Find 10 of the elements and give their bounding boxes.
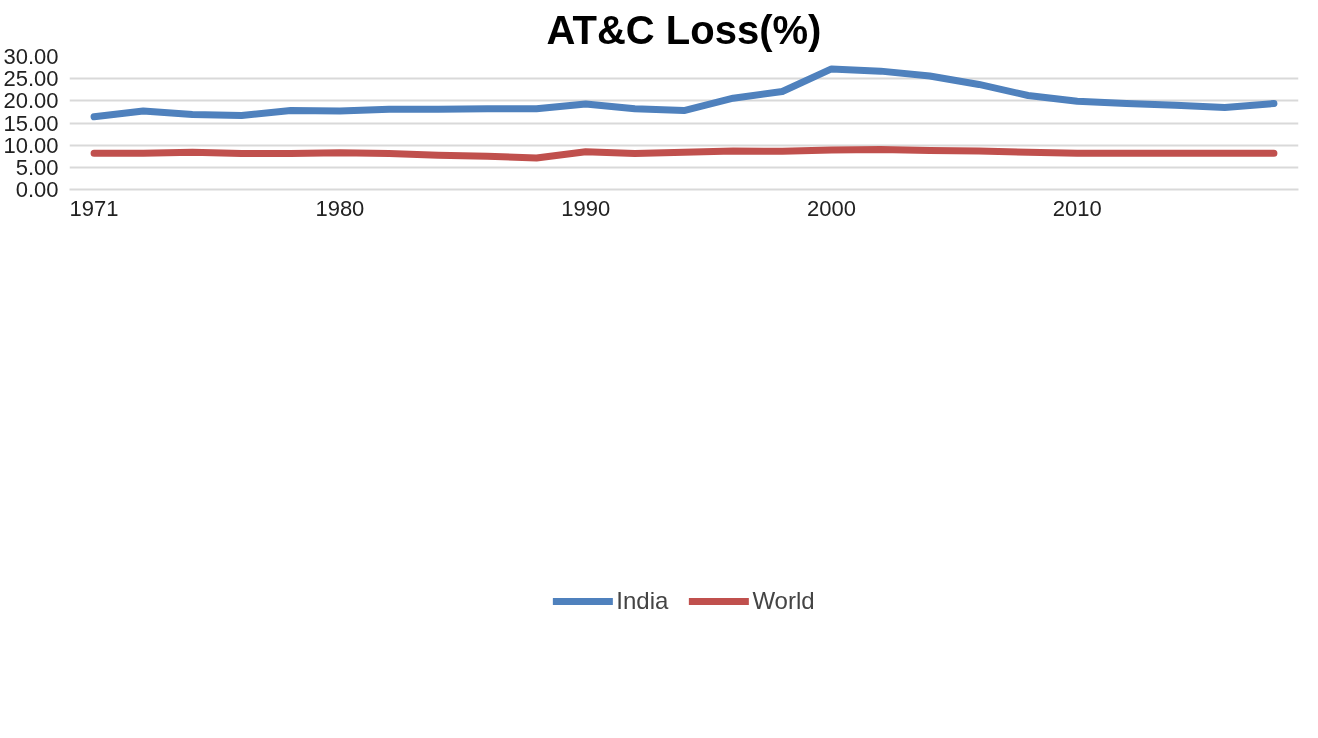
- y-tick-label: 30.00: [3, 44, 59, 69]
- chart-title: AT&C Loss(%): [546, 7, 822, 52]
- legend-label: India: [616, 587, 669, 615]
- x-tick-label: 2010: [1052, 195, 1102, 221]
- x-tick-label: 1990: [561, 195, 611, 221]
- x-tick-label: 1980: [315, 195, 365, 221]
- x-tick-label: 2000: [807, 195, 856, 221]
- x-tick-label: 1971: [69, 195, 119, 221]
- legend-label: World: [752, 587, 815, 615]
- y-tick-label: 0.00: [15, 177, 59, 202]
